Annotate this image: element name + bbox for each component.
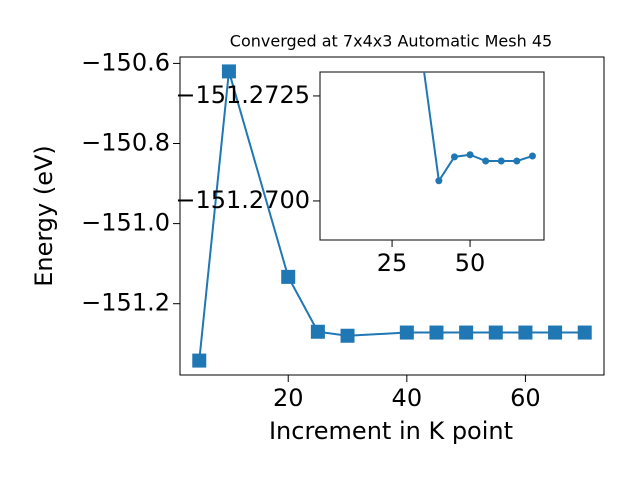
marker xyxy=(459,325,474,340)
y-tick-label: −150.6 xyxy=(81,48,170,76)
y-tick-label: −151.2725 xyxy=(175,81,310,109)
marker xyxy=(548,325,563,340)
x-tick-label: 60 xyxy=(510,384,541,412)
marker xyxy=(528,152,536,160)
marker xyxy=(518,325,533,340)
marker xyxy=(450,153,458,161)
marker xyxy=(497,157,505,165)
marker xyxy=(435,177,443,185)
marker xyxy=(513,157,521,165)
y-tick-label: −151.0 xyxy=(81,209,170,237)
x-tick-label: 20 xyxy=(273,384,304,412)
x-tick-label: 50 xyxy=(455,249,486,277)
y-tick-label: −151.2700 xyxy=(175,186,310,214)
plot-area xyxy=(319,71,545,241)
chart-title: Converged at 7x4x3 Automatic Mesh 45 xyxy=(230,32,552,51)
y-tick-label: −151.2 xyxy=(81,289,170,317)
marker xyxy=(488,325,503,340)
marker xyxy=(482,157,490,165)
series xyxy=(192,64,592,368)
marker xyxy=(399,325,414,340)
x-tick-label: 40 xyxy=(392,384,423,412)
marker xyxy=(221,64,236,79)
marker xyxy=(310,324,325,339)
series xyxy=(423,72,536,185)
marker xyxy=(577,325,592,340)
marker xyxy=(340,328,355,343)
marker xyxy=(466,151,474,159)
marker xyxy=(192,353,207,368)
y-tick-label: −150.8 xyxy=(81,129,170,157)
x-axis-label: Increment in K point xyxy=(269,417,513,445)
marker xyxy=(429,325,444,340)
y-axis-label: Energy (eV) xyxy=(30,145,58,287)
x-tick-label: 25 xyxy=(377,249,408,277)
marker xyxy=(281,269,296,284)
